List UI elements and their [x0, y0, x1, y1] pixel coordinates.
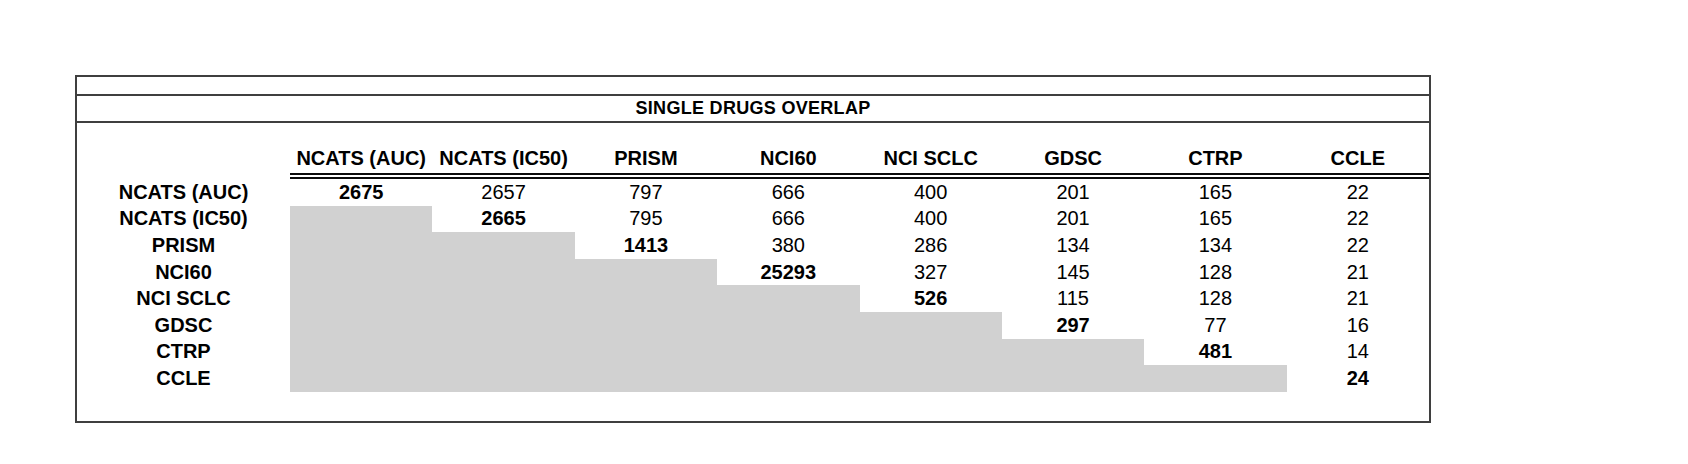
diagonal-cell-prism: 1413 [575, 232, 717, 259]
table-title-row: SINGLE DRUGS OVERLAP [77, 96, 1429, 123]
matrix-cell-nci-sclc-x-ccle: 21 [1287, 285, 1429, 312]
diagonal-cell-nci60: 25293 [717, 259, 859, 286]
matrix-cell-nci60-x-ctrp: 128 [1144, 259, 1286, 286]
shaded-cell [575, 259, 717, 286]
diagonal-cell-ctrp: 481 [1144, 339, 1286, 366]
shaded-cell [860, 365, 1002, 392]
matrix-cell-ncats-ic50-x-gdsc: 201 [1002, 206, 1144, 233]
diagonal-cell-ncats-ic50: 2665 [432, 206, 574, 233]
column-header-ncats-ic50: NCATS (IC50) [432, 147, 574, 170]
matrix-cell-prism-x-nci60: 380 [717, 232, 859, 259]
matrix-cell-nci60-x-ccle: 21 [1287, 259, 1429, 286]
matrix-row-ctrp: CTRP 48114 [77, 339, 1429, 366]
column-header-prism: PRISM [575, 147, 717, 170]
shaded-cell [290, 206, 432, 233]
column-header-ctrp: CTRP [1144, 147, 1286, 170]
matrix-cell-ncats-auc-x-nci-sclc: 400 [860, 179, 1002, 206]
diagonal-cell-nci-sclc: 526 [860, 285, 1002, 312]
shaded-cell [432, 259, 574, 286]
matrix-row-nci-sclc: NCI SCLC 52611512821 [77, 285, 1429, 312]
matrix-header-row: NCATS (AUC)NCATS (IC50)PRISMNCI60NCI SCL… [77, 123, 1429, 173]
row-label-ncats-ic50: NCATS (IC50) [77, 207, 290, 230]
matrix-cell-prism-x-gdsc: 134 [1002, 232, 1144, 259]
shaded-cell [575, 285, 717, 312]
matrix-cell-ncats-auc-x-ctrp: 165 [1144, 179, 1286, 206]
matrix-cell-ncats-ic50-x-ccle: 22 [1287, 206, 1429, 233]
shaded-cell [290, 285, 432, 312]
matrix-cell-ncats-auc-x-nci60: 666 [717, 179, 859, 206]
table-spacer-row [77, 77, 1429, 96]
matrix-cell-ncats-ic50-x-nci-sclc: 400 [860, 206, 1002, 233]
table-title: SINGLE DRUGS OVERLAP [635, 98, 870, 119]
shaded-cell [860, 339, 1002, 366]
matrix-cell-nci60-x-nci-sclc: 327 [860, 259, 1002, 286]
row-label-prism: PRISM [77, 234, 290, 257]
row-label-nci60: NCI60 [77, 261, 290, 284]
matrix-cell-nci-sclc-x-ctrp: 128 [1144, 285, 1286, 312]
shaded-cell [860, 312, 1002, 339]
column-header-ncats-auc: NCATS (AUC) [290, 147, 432, 170]
shaded-cell [290, 259, 432, 286]
shaded-cell [1002, 339, 1144, 366]
matrix-cell-ncats-ic50-x-nci60: 666 [717, 206, 859, 233]
column-header-nci-sclc: NCI SCLC [860, 147, 1002, 170]
matrix-area: NCATS (AUC)NCATS (IC50)PRISMNCI60NCI SCL… [77, 123, 1429, 392]
page: SINGLE DRUGS OVERLAP NCATS (AUC)NCATS (I… [0, 0, 1688, 464]
matrix-cell-gdsc-x-ccle: 16 [1287, 312, 1429, 339]
diagonal-cell-ccle: 24 [1287, 365, 1429, 392]
matrix-cell-ncats-auc-x-gdsc: 201 [1002, 179, 1144, 206]
matrix-cell-ncats-auc-x-ncats-ic50: 2657 [432, 179, 574, 206]
matrix-row-ncats-ic50: NCATS (IC50) 266579566640020116522 [77, 206, 1429, 233]
row-label-ncats-auc: NCATS (AUC) [77, 181, 290, 204]
shaded-cell [432, 365, 574, 392]
shaded-cell [432, 285, 574, 312]
matrix-cell-ncats-auc-x-ccle: 22 [1287, 179, 1429, 206]
shaded-cell [290, 232, 432, 259]
shaded-cell [432, 312, 574, 339]
matrix-row-ccle: CCLE 24 [77, 365, 1429, 392]
matrix-cell-prism-x-ccle: 22 [1287, 232, 1429, 259]
shaded-cell [290, 365, 432, 392]
shaded-cell [717, 365, 859, 392]
matrix-row-gdsc: GDSC 2977716 [77, 312, 1429, 339]
matrix-cell-nci60-x-gdsc: 145 [1002, 259, 1144, 286]
matrix-cell-ncats-ic50-x-prism: 795 [575, 206, 717, 233]
column-header-ccle: CCLE [1287, 147, 1429, 170]
row-label-ctrp: CTRP [77, 340, 290, 363]
matrix-row-nci60: NCI60 2529332714512821 [77, 259, 1429, 286]
column-header-nci60: NCI60 [717, 147, 859, 170]
shaded-cell [717, 285, 859, 312]
matrix-row-prism: PRISM141338028613413422 [77, 232, 1429, 259]
matrix-cell-prism-x-nci-sclc: 286 [860, 232, 1002, 259]
matrix-cell-nci-sclc-x-gdsc: 115 [1002, 285, 1144, 312]
diagonal-cell-ncats-auc: 2675 [290, 179, 432, 206]
matrix-cell-ncats-auc-x-prism: 797 [575, 179, 717, 206]
shaded-cell [717, 339, 859, 366]
shaded-cell [1002, 365, 1144, 392]
shaded-cell [432, 339, 574, 366]
column-header-gdsc: GDSC [1002, 147, 1144, 170]
shaded-cell [717, 312, 859, 339]
shaded-cell [290, 339, 432, 366]
matrix-cell-ctrp-x-ccle: 14 [1287, 339, 1429, 366]
shaded-cell [575, 312, 717, 339]
matrix-cell-ncats-ic50-x-ctrp: 165 [1144, 206, 1286, 233]
matrix-cell-gdsc-x-ctrp: 77 [1144, 312, 1286, 339]
row-label-gdsc: GDSC [77, 314, 290, 337]
matrix-cell-prism-x-ctrp: 134 [1144, 232, 1286, 259]
single-drugs-overlap-table: SINGLE DRUGS OVERLAP NCATS (AUC)NCATS (I… [75, 75, 1431, 423]
shaded-cell [575, 365, 717, 392]
shaded-cell [1144, 365, 1286, 392]
shaded-cell [575, 339, 717, 366]
shaded-cell [290, 312, 432, 339]
matrix-row-ncats-auc: NCATS (AUC)2675265779766640020116522 [77, 179, 1429, 206]
diagonal-cell-gdsc: 297 [1002, 312, 1144, 339]
row-label-ccle: CCLE [77, 367, 290, 390]
shaded-cell [432, 232, 574, 259]
matrix-rows: NCATS (AUC)2675265779766640020116522NCAT… [77, 179, 1429, 392]
row-label-nci-sclc: NCI SCLC [77, 287, 290, 310]
